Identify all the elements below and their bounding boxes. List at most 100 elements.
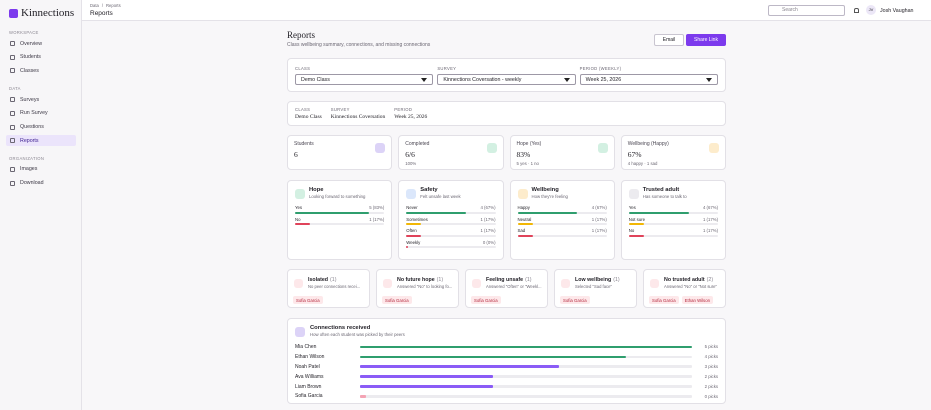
- nav-item[interactable]: Images: [6, 164, 76, 175]
- question-title: Hope: [309, 187, 324, 193]
- filter-select[interactable]: Week 25, 2026: [579, 74, 718, 85]
- connection-row: Ethan Wilson 4 picks: [295, 352, 718, 362]
- connection-row: Liam Brown 2 picks: [295, 382, 718, 392]
- option-track: [628, 234, 718, 237]
- option-label: Not sure: [628, 216, 645, 222]
- stat-icon: [597, 143, 608, 153]
- connection-value: 4 picks: [704, 354, 718, 360]
- nav-item[interactable]: Students: [6, 52, 76, 63]
- stat-value: 6: [294, 150, 298, 159]
- nav-label: Surveys: [20, 96, 40, 103]
- option-row: Neutral 1 (17%): [518, 217, 607, 222]
- option-value: 5 (83%): [369, 205, 385, 210]
- bell[interactable]: [854, 8, 859, 13]
- logo-text: Kinnections: [21, 7, 75, 19]
- student-tag[interactable]: Sofia Garcia: [649, 296, 679, 304]
- option-track: [517, 234, 607, 237]
- nav-item[interactable]: Questions: [6, 122, 76, 133]
- connection-track: [360, 395, 692, 398]
- email-button[interactable]: Email: [654, 34, 684, 46]
- alert-card: Low wellbeing (1) Selected "Sad face" Sofia…: [554, 269, 637, 308]
- nav-heading: DATA: [9, 86, 21, 92]
- option-value: 1 (17%): [702, 216, 718, 222]
- student-tag[interactable]: Sofia Garcia: [382, 296, 412, 304]
- alert-card: Isolated (1) No peer connections recei... S…: [287, 269, 370, 308]
- nav-item[interactable]: Overview: [6, 38, 76, 49]
- summary-value: Kinnections Coversation: [330, 114, 386, 120]
- filter-label: PERIOD (WEEKLY): [579, 66, 622, 71]
- filter-select[interactable]: Demo Class: [295, 74, 434, 85]
- nav-item[interactable]: Surveys: [6, 94, 76, 105]
- student-tag[interactable]: Sofia Garcia: [560, 296, 590, 304]
- share-button[interactable]: Share Link: [686, 34, 726, 46]
- page-title: Reports: [90, 10, 113, 17]
- option-bar: [406, 234, 422, 237]
- crumb: Reports: [106, 3, 121, 8]
- connection-value: 0 picks: [704, 393, 718, 399]
- student-tag[interactable]: Ethan Wilson: [681, 296, 713, 304]
- option-label: Yes: [628, 205, 636, 210]
- connections-card: Connections received How often each stude…: [287, 318, 726, 404]
- connection-track: [360, 345, 692, 349]
- option-label: No: [295, 216, 301, 222]
- option-bar: [628, 211, 689, 214]
- question-title: Wellbeing: [531, 187, 559, 193]
- search[interactable]: Search: [768, 5, 845, 16]
- nav-item[interactable]: Reports: [6, 135, 76, 147]
- student-tag[interactable]: Sofia Garcia: [293, 296, 323, 304]
- option-bar: [628, 223, 644, 225]
- avatar[interactable]: JV: [866, 5, 876, 15]
- summary-card: CLASS Demo Class SURVEY Kinnections Coversa…: [287, 101, 726, 126]
- nav-label: Students: [20, 54, 41, 61]
- question-card: Safety Felt unsafe last week Never 4 (67%) S…: [398, 180, 504, 260]
- connection-value: 3 picks: [704, 364, 718, 370]
- summary-item: SURVEY Kinnections Coversation: [331, 107, 386, 120]
- option-value: 0 (0%): [482, 239, 496, 245]
- option-row: No 1 (17%): [295, 217, 384, 222]
- stat-icon: [486, 143, 497, 153]
- nav-label: Overview: [20, 40, 43, 47]
- student-tag[interactable]: Sofia Garcia: [471, 296, 501, 304]
- filter-select[interactable]: Kinnections Coversation - weekly: [437, 74, 576, 85]
- option-row: Yes 4 (67%): [629, 205, 718, 210]
- option-row: Sometimes 1 (17%): [406, 217, 495, 222]
- connection-track: [360, 365, 692, 368]
- nav-item[interactable]: Run Survey: [6, 108, 76, 119]
- nav-label: Images: [20, 166, 38, 173]
- nav-item[interactable]: Classes: [6, 65, 76, 76]
- stat-note: 5 yes · 1 no: [516, 161, 539, 166]
- alert-count: (1): [330, 277, 337, 283]
- header: Reports Class wellbeing summary, connect…: [287, 30, 726, 48]
- option-track: [295, 211, 385, 214]
- option-bar: [517, 211, 578, 214]
- question-icon: [517, 189, 528, 199]
- stat-card: Completed 6/6 100%: [398, 135, 504, 170]
- stat-icon: [709, 143, 719, 153]
- alert-subtitle: Answered "Often" or "Weekl...: [486, 284, 542, 289]
- sidebar: Kinnections WORKSPACE Overview Students Cla…: [0, 0, 82, 410]
- option-bar: [295, 211, 370, 214]
- alert-count: (2): [706, 277, 714, 283]
- question-icon: [628, 189, 639, 199]
- option-value: 4 (67%): [480, 205, 496, 210]
- student-name: Noah Patel: [295, 363, 320, 370]
- stat-label: Students: [294, 141, 314, 147]
- nav-label: Run Survey: [20, 110, 48, 117]
- alert-title: Feeling unsafe: [486, 277, 524, 283]
- question-subtitle: Felt unsafe last week: [420, 194, 461, 199]
- crumb[interactable]: Data: [90, 3, 99, 8]
- stat-value: 67%: [627, 150, 642, 159]
- question-icon: [295, 189, 305, 199]
- option-row: No 1 (17%): [629, 228, 718, 233]
- option-bar: [517, 223, 533, 225]
- question-subtitle: Looking forward to something: [309, 194, 366, 199]
- option-value: 4 (67%): [591, 205, 607, 210]
- alert-card: No trusted adult (2) Answered "No" or "Not…: [643, 269, 726, 308]
- connection-value: 2 picks: [704, 384, 718, 389]
- option-row: Sad 1 (17%): [518, 228, 607, 233]
- option-row: Never 4 (67%): [406, 205, 495, 210]
- nav-item[interactable]: Download: [6, 178, 76, 189]
- option-bar: [295, 223, 311, 225]
- user-name[interactable]: Josh Vaughan: [880, 8, 914, 14]
